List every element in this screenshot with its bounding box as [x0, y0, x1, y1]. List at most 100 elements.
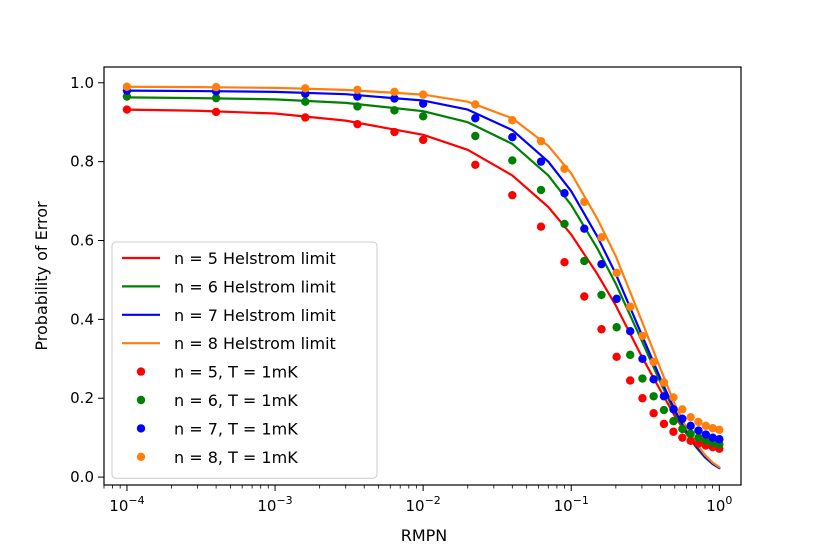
data-point [678, 433, 687, 442]
scatter-series-4 [122, 82, 724, 434]
data-point [669, 405, 678, 414]
data-point [659, 419, 669, 429]
data-point [694, 426, 703, 435]
data-point [471, 114, 480, 123]
y-tick-label: 0.6 [70, 232, 94, 250]
data-point [701, 436, 710, 445]
data-point [715, 425, 724, 434]
legend-label: n = 8, T = 1mK [174, 448, 298, 467]
x-tick-label: 10−1 [554, 494, 589, 515]
data-point [669, 416, 678, 426]
data-point [625, 327, 635, 336]
legend-item: n = 6 Helstrom limit [122, 277, 336, 296]
x-tick-label: 100 [706, 494, 732, 515]
data-point [638, 374, 647, 383]
data-point [625, 302, 635, 311]
data-point [649, 357, 658, 367]
data-point [471, 160, 480, 169]
data-point [301, 84, 310, 93]
legend-item: n = 8, T = 1mK [136, 448, 298, 467]
data-point [597, 290, 606, 300]
legend-label: n = 5, T = 1mK [174, 363, 298, 382]
data-point [659, 405, 669, 415]
data-point [638, 331, 647, 341]
data-point [390, 127, 399, 137]
y-tick-label: 1.0 [70, 74, 94, 92]
data-point [508, 116, 517, 125]
y-tick-label: 0.0 [70, 468, 94, 486]
data-point [625, 376, 635, 385]
data-point [560, 164, 569, 173]
data-point [580, 256, 589, 266]
data-point [560, 258, 569, 267]
data-point [612, 323, 621, 332]
data-point [612, 352, 621, 362]
data-point [353, 119, 362, 129]
data-point [708, 424, 717, 433]
x-tick-label: 10−4 [109, 494, 144, 515]
data-point [649, 409, 658, 418]
data-point [418, 99, 428, 108]
data-point [701, 421, 710, 431]
y-axis: 0.0 0.2 0.4 0.6 0.8 1.0 [70, 74, 104, 486]
data-point [638, 394, 647, 403]
data-point [678, 414, 687, 423]
data-point [536, 157, 546, 166]
data-point [418, 90, 428, 99]
data-point [508, 132, 517, 142]
data-point [597, 325, 606, 334]
data-point [580, 224, 589, 233]
y-axis-label: Probability of Error [32, 201, 51, 351]
data-point [353, 85, 362, 95]
legend-item: n = 5, T = 1mK [136, 363, 298, 382]
data-point [390, 94, 399, 103]
data-point [560, 188, 569, 198]
x-axis-label: RMPN [401, 526, 448, 545]
data-point [390, 87, 399, 97]
data-point [694, 417, 703, 427]
data-point [708, 433, 717, 442]
data-point [122, 92, 132, 101]
y-tick-label: 0.2 [70, 389, 94, 407]
legend-point-swatch [136, 452, 146, 461]
data-point [686, 412, 695, 422]
data-point [686, 436, 695, 446]
legend-label: n = 7, T = 1mK [174, 419, 298, 438]
data-point [536, 136, 546, 146]
data-point [694, 439, 703, 448]
data-point [612, 268, 621, 278]
data-point [211, 93, 221, 103]
legend-item: n = 7, T = 1mK [136, 419, 298, 438]
data-point [686, 429, 695, 438]
data-point [625, 350, 635, 360]
legend-point-swatch [136, 367, 146, 376]
data-point [471, 100, 480, 109]
data-point [211, 82, 221, 92]
legend-item: n = 8 Helstrom limit [122, 334, 336, 353]
y-tick-label: 0.8 [70, 153, 94, 171]
legend-label: n = 6 Helstrom limit [174, 277, 336, 296]
legend-point-swatch [136, 395, 146, 405]
legend-item: n = 7 Helstrom limit [122, 306, 336, 325]
data-point [580, 197, 589, 207]
data-point [353, 102, 362, 111]
legend-frame [111, 241, 378, 479]
data-point [301, 113, 310, 122]
data-point [678, 424, 687, 434]
plot-frame [103, 66, 742, 486]
legend-item: n = 5 Helstrom limit [122, 249, 336, 268]
data-point [678, 405, 687, 414]
data-point [560, 219, 569, 229]
data-point [669, 427, 678, 436]
legend-label: n = 7 Helstrom limit [174, 306, 336, 325]
data-point [471, 131, 480, 141]
data-point [715, 435, 724, 444]
data-point [508, 156, 517, 165]
y-tick-label: 0.4 [70, 310, 94, 328]
x-axis: 10−4 10−3 10−2 10−1 100 [103, 485, 732, 515]
data-point [418, 135, 428, 145]
data-point [580, 292, 589, 301]
data-point [122, 82, 132, 91]
data-point [694, 433, 703, 442]
